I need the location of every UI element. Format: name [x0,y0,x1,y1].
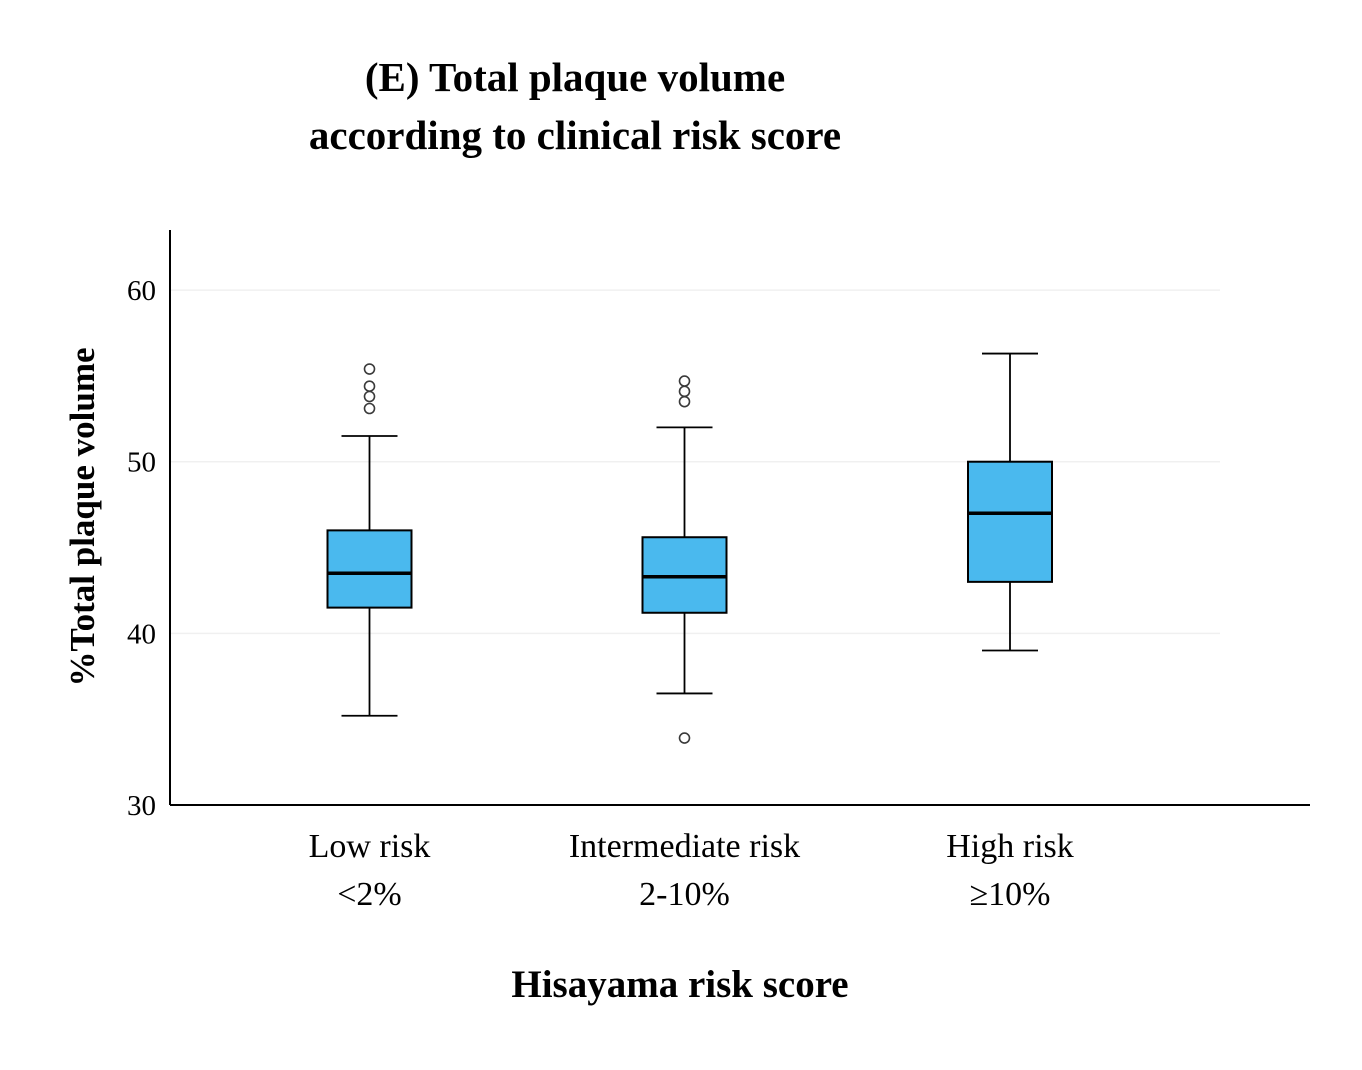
outlier-point [363,380,376,392]
x-category-label-line2: <2% [337,876,402,913]
x-axis-title: Hisayama risk score [511,963,849,1006]
boxplot-canvas: 30 40 50 60 Low risk <2% Intermediate risk 2-10… [127,230,1310,913]
y-tick-label: 30 [127,790,156,822]
box-iqr [326,529,413,609]
x-category-label-line2: 2-10% [639,876,730,913]
x-category-label-line1: Low risk [309,828,431,865]
x-category-label-line1: Intermediate risk [569,828,800,865]
outlier-point [678,375,691,387]
outlier-point [678,385,691,398]
chart-title-line2: according to clinical risk score [308,112,842,158]
box-iqr [967,460,1053,583]
y-tick-label: 40 [127,618,156,650]
x-category-label-line1: High risk [946,828,1074,865]
y-tick-label: 60 [127,275,156,307]
outlier-point [363,390,376,403]
outlier-point [678,732,691,744]
x-category-label-line2: ≥10% [970,876,1051,913]
chart-title-line1: (E) Total plaque volume [364,54,786,100]
outlier-point [363,363,376,375]
outlier-point [363,402,376,415]
y-tick-label: 50 [127,447,156,479]
chart-title: (E) Total plaque volume according to cli… [75,48,1075,164]
outlier-point [678,395,691,408]
